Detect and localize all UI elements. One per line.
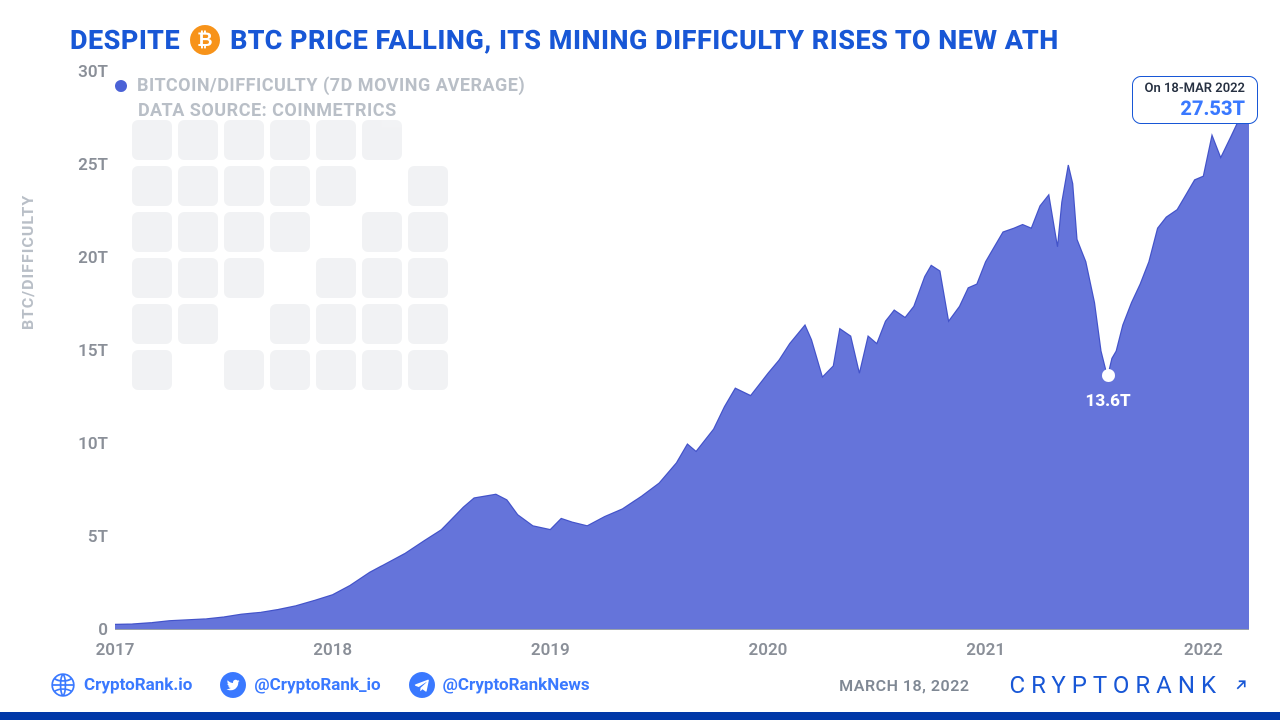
y-tick: 0 — [98, 620, 108, 640]
y-tick: 20T — [78, 248, 108, 268]
external-link-icon — [1232, 676, 1250, 694]
x-tick: 2021 — [966, 640, 1005, 660]
callout-value: 27.53T — [1145, 97, 1245, 120]
x-tick: 2018 — [313, 640, 352, 660]
dip-annotation: 13.6T — [1086, 369, 1131, 411]
brand-text: CRYPTORANK — [1009, 671, 1222, 699]
title-pre: DESPITE — [70, 24, 180, 56]
dip-label: 13.6T — [1086, 391, 1131, 411]
footer: CryptoRank.io @CryptoRank_io @CryptoRank… — [50, 668, 1250, 702]
difficulty-area-chart — [115, 72, 1249, 630]
telegram-icon — [409, 672, 435, 698]
footer-link-site-text: CryptoRank.io — [84, 675, 192, 695]
y-tick: 30T — [78, 62, 108, 82]
y-axis-label: BTC/DIFFICULTY — [18, 195, 37, 330]
x-tick: 2020 — [749, 640, 788, 660]
brand-logo[interactable]: CRYPTORANK — [1009, 671, 1250, 699]
page-title: DESPITE ₿ BTC PRICE FALLING, ITS MINING … — [70, 24, 1240, 56]
value-callout: On 18-MAR 2022 27.53T — [1132, 76, 1258, 124]
y-tick: 5T — [88, 527, 108, 547]
globe-icon — [50, 672, 76, 698]
callout-date: On 18-MAR 2022 — [1145, 82, 1245, 97]
footer-link-telegram[interactable]: @CryptoRankNews — [409, 672, 590, 698]
y-tick: 10T — [78, 434, 108, 454]
footer-link-site[interactable]: CryptoRank.io — [50, 672, 192, 698]
x-tick: 2017 — [96, 640, 135, 660]
footer-date: MARCH 18, 2022 — [839, 676, 969, 695]
footer-link-telegram-text: @CryptoRankNews — [443, 675, 590, 695]
y-tick: 25T — [78, 155, 108, 175]
x-tick: 2022 — [1184, 640, 1223, 660]
twitter-icon — [220, 672, 246, 698]
dip-marker — [1102, 369, 1115, 382]
bitcoin-icon: ₿ — [190, 25, 220, 55]
x-tick: 2019 — [531, 640, 570, 660]
y-tick: 15T — [78, 341, 108, 361]
footer-link-twitter[interactable]: @CryptoRank_io — [220, 672, 380, 698]
bottom-bar — [0, 712, 1280, 720]
title-post: BTC PRICE FALLING, ITS MINING DIFFICULTY… — [230, 24, 1059, 56]
footer-link-twitter-text: @CryptoRank_io — [254, 675, 380, 695]
